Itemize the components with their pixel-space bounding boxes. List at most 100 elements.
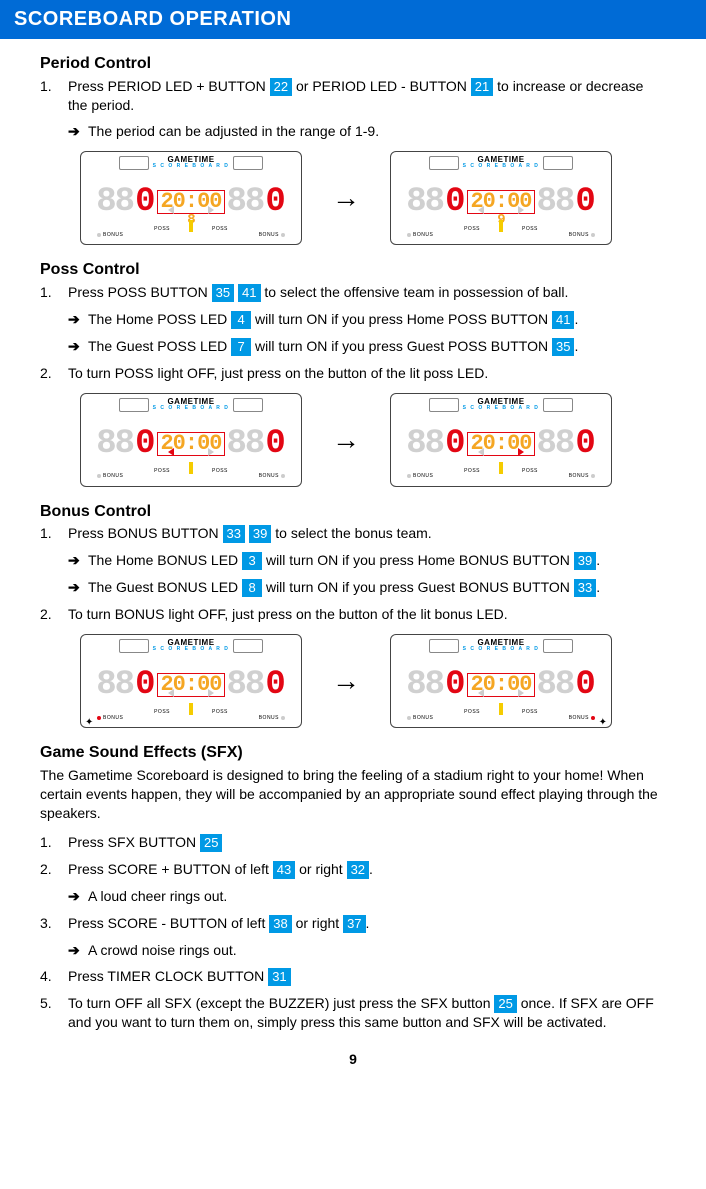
text: to select the offensive team in possessi… — [261, 284, 569, 300]
list-body: Press SCORE - BUTTON of left 38 or right… — [68, 914, 666, 960]
ref-badge: 33 — [574, 579, 596, 597]
sub-bullet: ➔A crowd noise rings out. — [68, 941, 666, 960]
mini-box — [119, 639, 149, 653]
poss-label: POSS — [522, 709, 538, 716]
figure-period: GAMETIMES C O R E B O A R D 88 0 20:008 … — [80, 151, 666, 245]
list-number: 2. — [40, 605, 68, 624]
list-body: Press PERIOD LED + BUTTON 22 or PERIOD L… — [68, 77, 666, 142]
list-number: 2. — [40, 860, 68, 906]
text: The Guest BONUS LED 8 will turn ON if yo… — [88, 578, 666, 597]
mini-box — [233, 398, 263, 412]
digit-grey: 88 — [406, 185, 443, 219]
poss-label: POSS — [154, 468, 170, 475]
poss-label: POSS — [464, 468, 480, 475]
list-number: 1. — [40, 833, 68, 852]
poss-label: POSS — [464, 226, 480, 233]
bonus-label: BONUS — [95, 232, 123, 239]
arrow-icon: ➔ — [68, 578, 88, 597]
brand-label: GAMETIMES C O R E B O A R D — [153, 639, 230, 652]
bonus-label-lit: BONUS — [569, 715, 597, 722]
brand-label: GAMETIMES C O R E B O A R D — [463, 639, 540, 652]
ref-badge: 39 — [574, 552, 596, 570]
bonus-list: 1. Press BONUS BUTTON 33 39 to select th… — [40, 524, 666, 624]
bonus-label-lit: BONUS — [95, 715, 123, 722]
digit-grey: 88 — [537, 185, 574, 219]
ref-badge: 31 — [268, 968, 290, 986]
list-number: 3. — [40, 914, 68, 960]
poss-tri-left-lit — [168, 448, 174, 456]
list-number: 1. — [40, 77, 68, 142]
sfx-title: Game Sound Effects (SFX) — [40, 742, 666, 764]
bonus-label: BONUS — [569, 473, 597, 480]
text: A loud cheer rings out. — [88, 887, 666, 906]
poss-label: POSS — [522, 226, 538, 233]
poss-tri-left — [478, 689, 484, 697]
digit-red: 0 — [445, 427, 465, 461]
digit-grey: 88 — [406, 668, 443, 702]
ref-badge: 3 — [242, 552, 262, 570]
text: The Guest POSS LED 7 will turn ON if you… — [88, 337, 666, 356]
poss-tri-right — [208, 206, 214, 214]
ref-badge: 21 — [471, 78, 493, 96]
header-bar: SCOREBOARD OPERATION — [0, 0, 706, 39]
sub-bullet: ➔ The Home POSS LED 4 will turn ON if yo… — [68, 310, 666, 329]
sub-bullet: ➔ The Guest POSS LED 7 will turn ON if y… — [68, 337, 666, 356]
poss-tri-left — [168, 206, 174, 214]
ref-badge: 41 — [238, 284, 260, 302]
scoreboard-diagram: GAMETIMES C O R E B O A R D 88 0 20:00 8… — [390, 393, 612, 487]
digit-red: 0 — [265, 427, 285, 461]
ref-badge: 33 — [223, 525, 245, 543]
poss-tri-right — [208, 448, 214, 456]
spark-icon: ✦ — [599, 716, 607, 730]
arrow-icon: → — [332, 421, 360, 459]
bonus-label: BONUS — [405, 473, 433, 480]
ref-badge: 39 — [249, 525, 271, 543]
ref-badge: 38 — [269, 915, 291, 933]
poss-tri-right-lit — [518, 448, 524, 456]
list-body: To turn POSS light OFF, just press on th… — [68, 364, 666, 383]
text: A crowd noise rings out. — [88, 941, 666, 960]
poss-label: POSS — [522, 468, 538, 475]
text: The period can be adjusted in the range … — [88, 122, 666, 141]
ref-badge: 37 — [343, 915, 365, 933]
bonus-label: BONUS — [259, 473, 287, 480]
figure-bonus: GAMETIMES C O R E B O A R D 88 0 20:00 8… — [80, 634, 666, 728]
text: The Home POSS LED 4 will turn ON if you … — [88, 310, 666, 329]
digit-red: 0 — [445, 668, 465, 702]
ref-badge: 7 — [231, 338, 251, 356]
bonus-label: BONUS — [405, 232, 433, 239]
sub-bullet: ➔A loud cheer rings out. — [68, 887, 666, 906]
digit-red: 0 — [135, 185, 155, 219]
bonus-title: Bonus Control — [40, 501, 666, 523]
arrow-icon: ➔ — [68, 551, 88, 570]
poss-tri-left — [478, 448, 484, 456]
bonus-label: BONUS — [259, 232, 287, 239]
digit-red: 0 — [445, 185, 465, 219]
arrow-icon: ➔ — [68, 310, 88, 329]
scoreboard-diagram: GAMETIMES C O R E B O A R D 88 0 20:00 8… — [80, 634, 302, 728]
list-body: Press POSS BUTTON 35 41 to select the of… — [68, 283, 666, 356]
ref-badge: 8 — [242, 579, 262, 597]
poss-label: POSS — [212, 709, 228, 716]
mini-box — [543, 156, 573, 170]
sfx-list: 1. Press SFX BUTTON 25 2. Press SCORE + … — [40, 833, 666, 1033]
ref-badge: 25 — [494, 995, 516, 1013]
poss-tri-left — [168, 689, 174, 697]
poss-tri-right — [518, 689, 524, 697]
digit-red: 0 — [135, 427, 155, 461]
digit-red: 0 — [575, 668, 595, 702]
digit-red: 0 — [575, 185, 595, 219]
list-body: To turn OFF all SFX (except the BUZZER) … — [68, 994, 666, 1032]
text: Press BONUS BUTTON — [68, 525, 223, 541]
digit-grey: 88 — [537, 427, 574, 461]
mini-box — [119, 398, 149, 412]
mini-box — [429, 398, 459, 412]
mini-box — [543, 398, 573, 412]
digit-grey: 88 — [537, 668, 574, 702]
poss-label: POSS — [464, 709, 480, 716]
poss-label: POSS — [154, 709, 170, 716]
list-body: Press TIMER CLOCK BUTTON 31 — [68, 967, 666, 986]
mini-box — [429, 639, 459, 653]
bonus-label: BONUS — [259, 715, 287, 722]
bonus-label: BONUS — [569, 232, 597, 239]
